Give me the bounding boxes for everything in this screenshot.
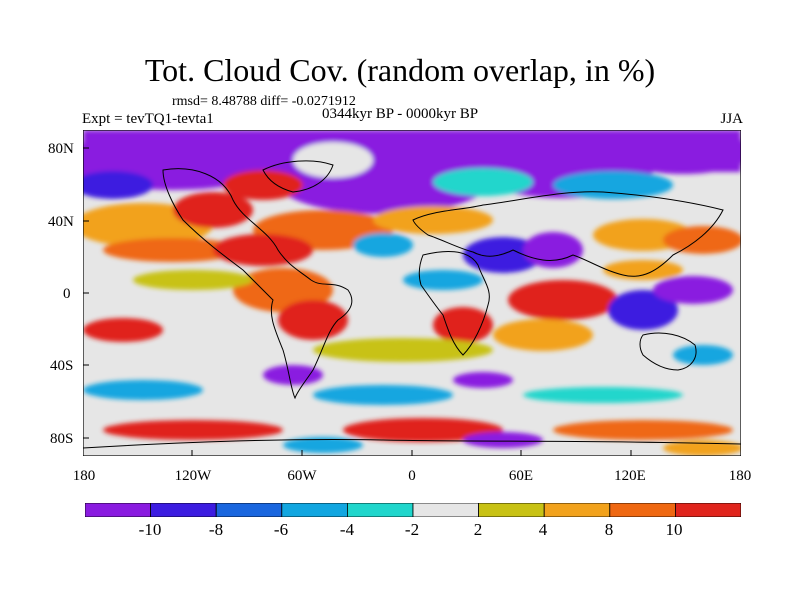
coastlines <box>83 160 741 449</box>
colorbar-box <box>150 503 217 517</box>
x-tick-120w: 120W <box>174 468 212 484</box>
cloud-cover-map <box>83 130 741 456</box>
colorbar-label: -6 <box>273 520 289 539</box>
colorbar-label: 10 <box>665 520 683 539</box>
map-ticks <box>83 147 632 456</box>
y-tick-80n: 80N <box>48 141 74 157</box>
season-label: JJA <box>720 111 743 127</box>
x-tick-180w: 180 <box>72 468 96 484</box>
y-tick-40s: 40S <box>50 358 74 374</box>
y-tick-0: 0 <box>63 286 71 302</box>
x-tick-180e: 180 <box>728 468 752 484</box>
colorbar-label: -8 <box>208 520 224 539</box>
colorbar-label: -2 <box>404 520 420 539</box>
colorbar-box <box>478 503 545 517</box>
experiment-label: Expt = tevTQ1-tevta1 <box>82 111 214 127</box>
colorbar-box <box>281 503 348 517</box>
x-tick-0: 0 <box>408 468 416 484</box>
colorbar <box>85 503 741 517</box>
colorbar-box <box>675 503 741 517</box>
anomaly-field <box>83 130 741 456</box>
x-tick-60w: 60W <box>287 468 317 484</box>
x-tick-60e: 60E <box>508 468 534 484</box>
colorbar-label: 8 <box>604 520 614 539</box>
x-tick-120e: 120E <box>614 468 646 484</box>
y-tick-80s: 80S <box>50 431 74 447</box>
colorbar-box <box>346 503 414 517</box>
colorbar-box <box>85 503 151 517</box>
colorbar-box <box>609 503 676 517</box>
colorbar-box <box>543 503 611 517</box>
colorbar-label: -10 <box>138 520 162 539</box>
period-label: 0344kyr BP - 0000kyr BP <box>322 106 479 122</box>
statistics-text: rmsd= 8.48788 diff= -0.0271912 <box>172 94 356 109</box>
colorbar-box <box>215 503 283 517</box>
colorbar-label: 4 <box>538 520 548 539</box>
colorbar-box <box>412 503 479 517</box>
plot-title: Tot. Cloud Cov. (random overlap, in %) <box>144 52 656 88</box>
y-tick-40n: 40N <box>48 214 74 230</box>
colorbar-label: -4 <box>339 520 355 539</box>
colorbar-label: 2 <box>473 520 483 539</box>
